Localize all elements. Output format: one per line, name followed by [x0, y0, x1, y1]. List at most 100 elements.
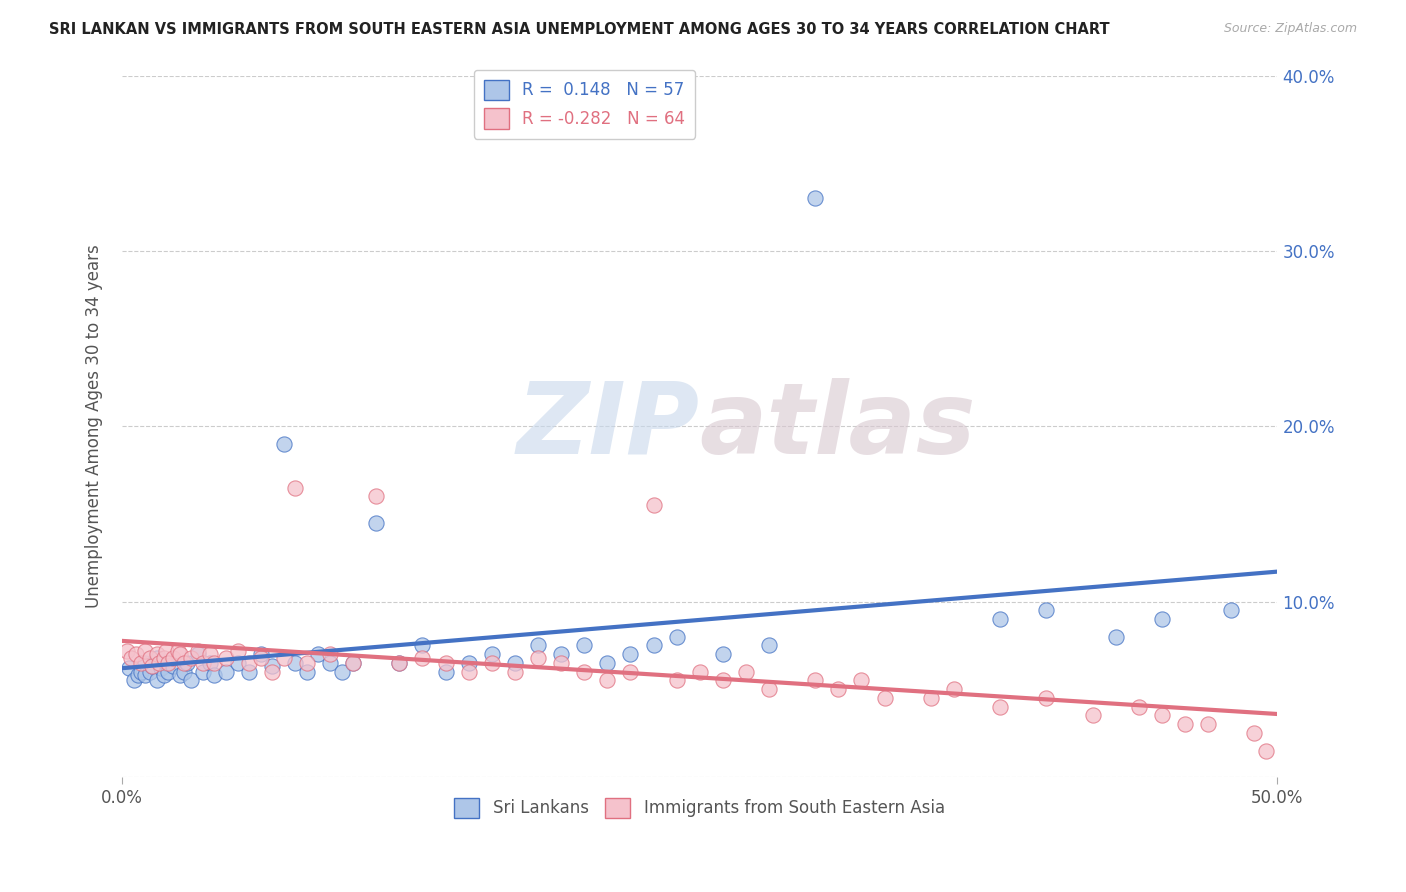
Point [942, 682, 965, 697]
Point [204, 668, 226, 682]
Point [572, 639, 595, 653]
Point [157, 665, 180, 679]
Point [173, 665, 195, 679]
Point [187, 643, 209, 657]
Point [249, 650, 271, 665]
Point [596, 673, 619, 688]
Point [249, 647, 271, 661]
Point [155, 643, 177, 657]
Point [366, 516, 388, 530]
Point [152, 650, 174, 665]
Point [141, 659, 163, 673]
Point [173, 656, 195, 670]
Point [619, 647, 641, 661]
Point [434, 656, 457, 670]
Point [162, 659, 184, 673]
Point [308, 647, 330, 661]
Text: Source: ZipAtlas.com: Source: ZipAtlas.com [1223, 22, 1357, 36]
Point [481, 647, 503, 661]
Point [527, 650, 550, 665]
Point [758, 682, 780, 697]
Point [145, 673, 167, 688]
Point [120, 650, 142, 665]
Point [1128, 699, 1150, 714]
Point [665, 630, 688, 644]
Point [215, 665, 238, 679]
Text: atlas: atlas [700, 377, 976, 475]
Point [115, 643, 138, 657]
Point [262, 665, 284, 679]
Point [191, 656, 214, 670]
Point [180, 673, 202, 688]
Point [342, 656, 364, 670]
Point [988, 612, 1011, 626]
Point [572, 665, 595, 679]
Point [1150, 708, 1173, 723]
Point [215, 650, 238, 665]
Point [166, 643, 188, 657]
Point [434, 665, 457, 679]
Point [342, 656, 364, 670]
Point [735, 665, 758, 679]
Point [1174, 717, 1197, 731]
Point [319, 647, 342, 661]
Point [643, 639, 665, 653]
Point [273, 650, 295, 665]
Point [411, 639, 433, 653]
Point [187, 647, 209, 661]
Point [1035, 690, 1057, 705]
Point [388, 656, 411, 670]
Point [118, 661, 141, 675]
Point [238, 665, 260, 679]
Point [319, 656, 342, 670]
Point [191, 665, 214, 679]
Point [122, 673, 145, 688]
Point [804, 191, 827, 205]
Point [155, 656, 177, 670]
Point [226, 656, 249, 670]
Point [1220, 603, 1243, 617]
Point [873, 690, 896, 705]
Point [134, 668, 156, 682]
Point [162, 650, 184, 665]
Legend: Sri Lankans, Immigrants from South Eastern Asia: Sri Lankans, Immigrants from South Easte… [449, 791, 952, 824]
Point [139, 650, 162, 665]
Point [157, 656, 180, 670]
Point [1150, 612, 1173, 626]
Point [295, 665, 318, 679]
Point [284, 656, 307, 670]
Point [1243, 726, 1265, 740]
Point [1104, 630, 1126, 644]
Point [503, 656, 526, 670]
Point [457, 665, 479, 679]
Point [169, 668, 191, 682]
Point [150, 661, 173, 675]
Point [457, 656, 479, 670]
Point [711, 673, 734, 688]
Point [148, 656, 170, 670]
Point [262, 659, 284, 673]
Point [134, 656, 156, 670]
Point [665, 673, 688, 688]
Point [127, 668, 149, 682]
Point [920, 690, 942, 705]
Point [758, 639, 780, 653]
Text: SRI LANKAN VS IMMIGRANTS FROM SOUTH EASTERN ASIA UNEMPLOYMENT AMONG AGES 30 TO 3: SRI LANKAN VS IMMIGRANTS FROM SOUTH EAST… [49, 22, 1109, 37]
Point [198, 656, 221, 670]
Point [619, 665, 641, 679]
Point [238, 656, 260, 670]
Point [141, 659, 163, 673]
Point [152, 668, 174, 682]
Point [204, 656, 226, 670]
Point [550, 647, 572, 661]
Point [596, 656, 619, 670]
Point [1035, 603, 1057, 617]
Point [330, 665, 353, 679]
Point [550, 656, 572, 670]
Point [284, 481, 307, 495]
Point [125, 647, 148, 661]
Point [176, 656, 198, 670]
Point [145, 647, 167, 661]
Point [198, 647, 221, 661]
Point [180, 650, 202, 665]
